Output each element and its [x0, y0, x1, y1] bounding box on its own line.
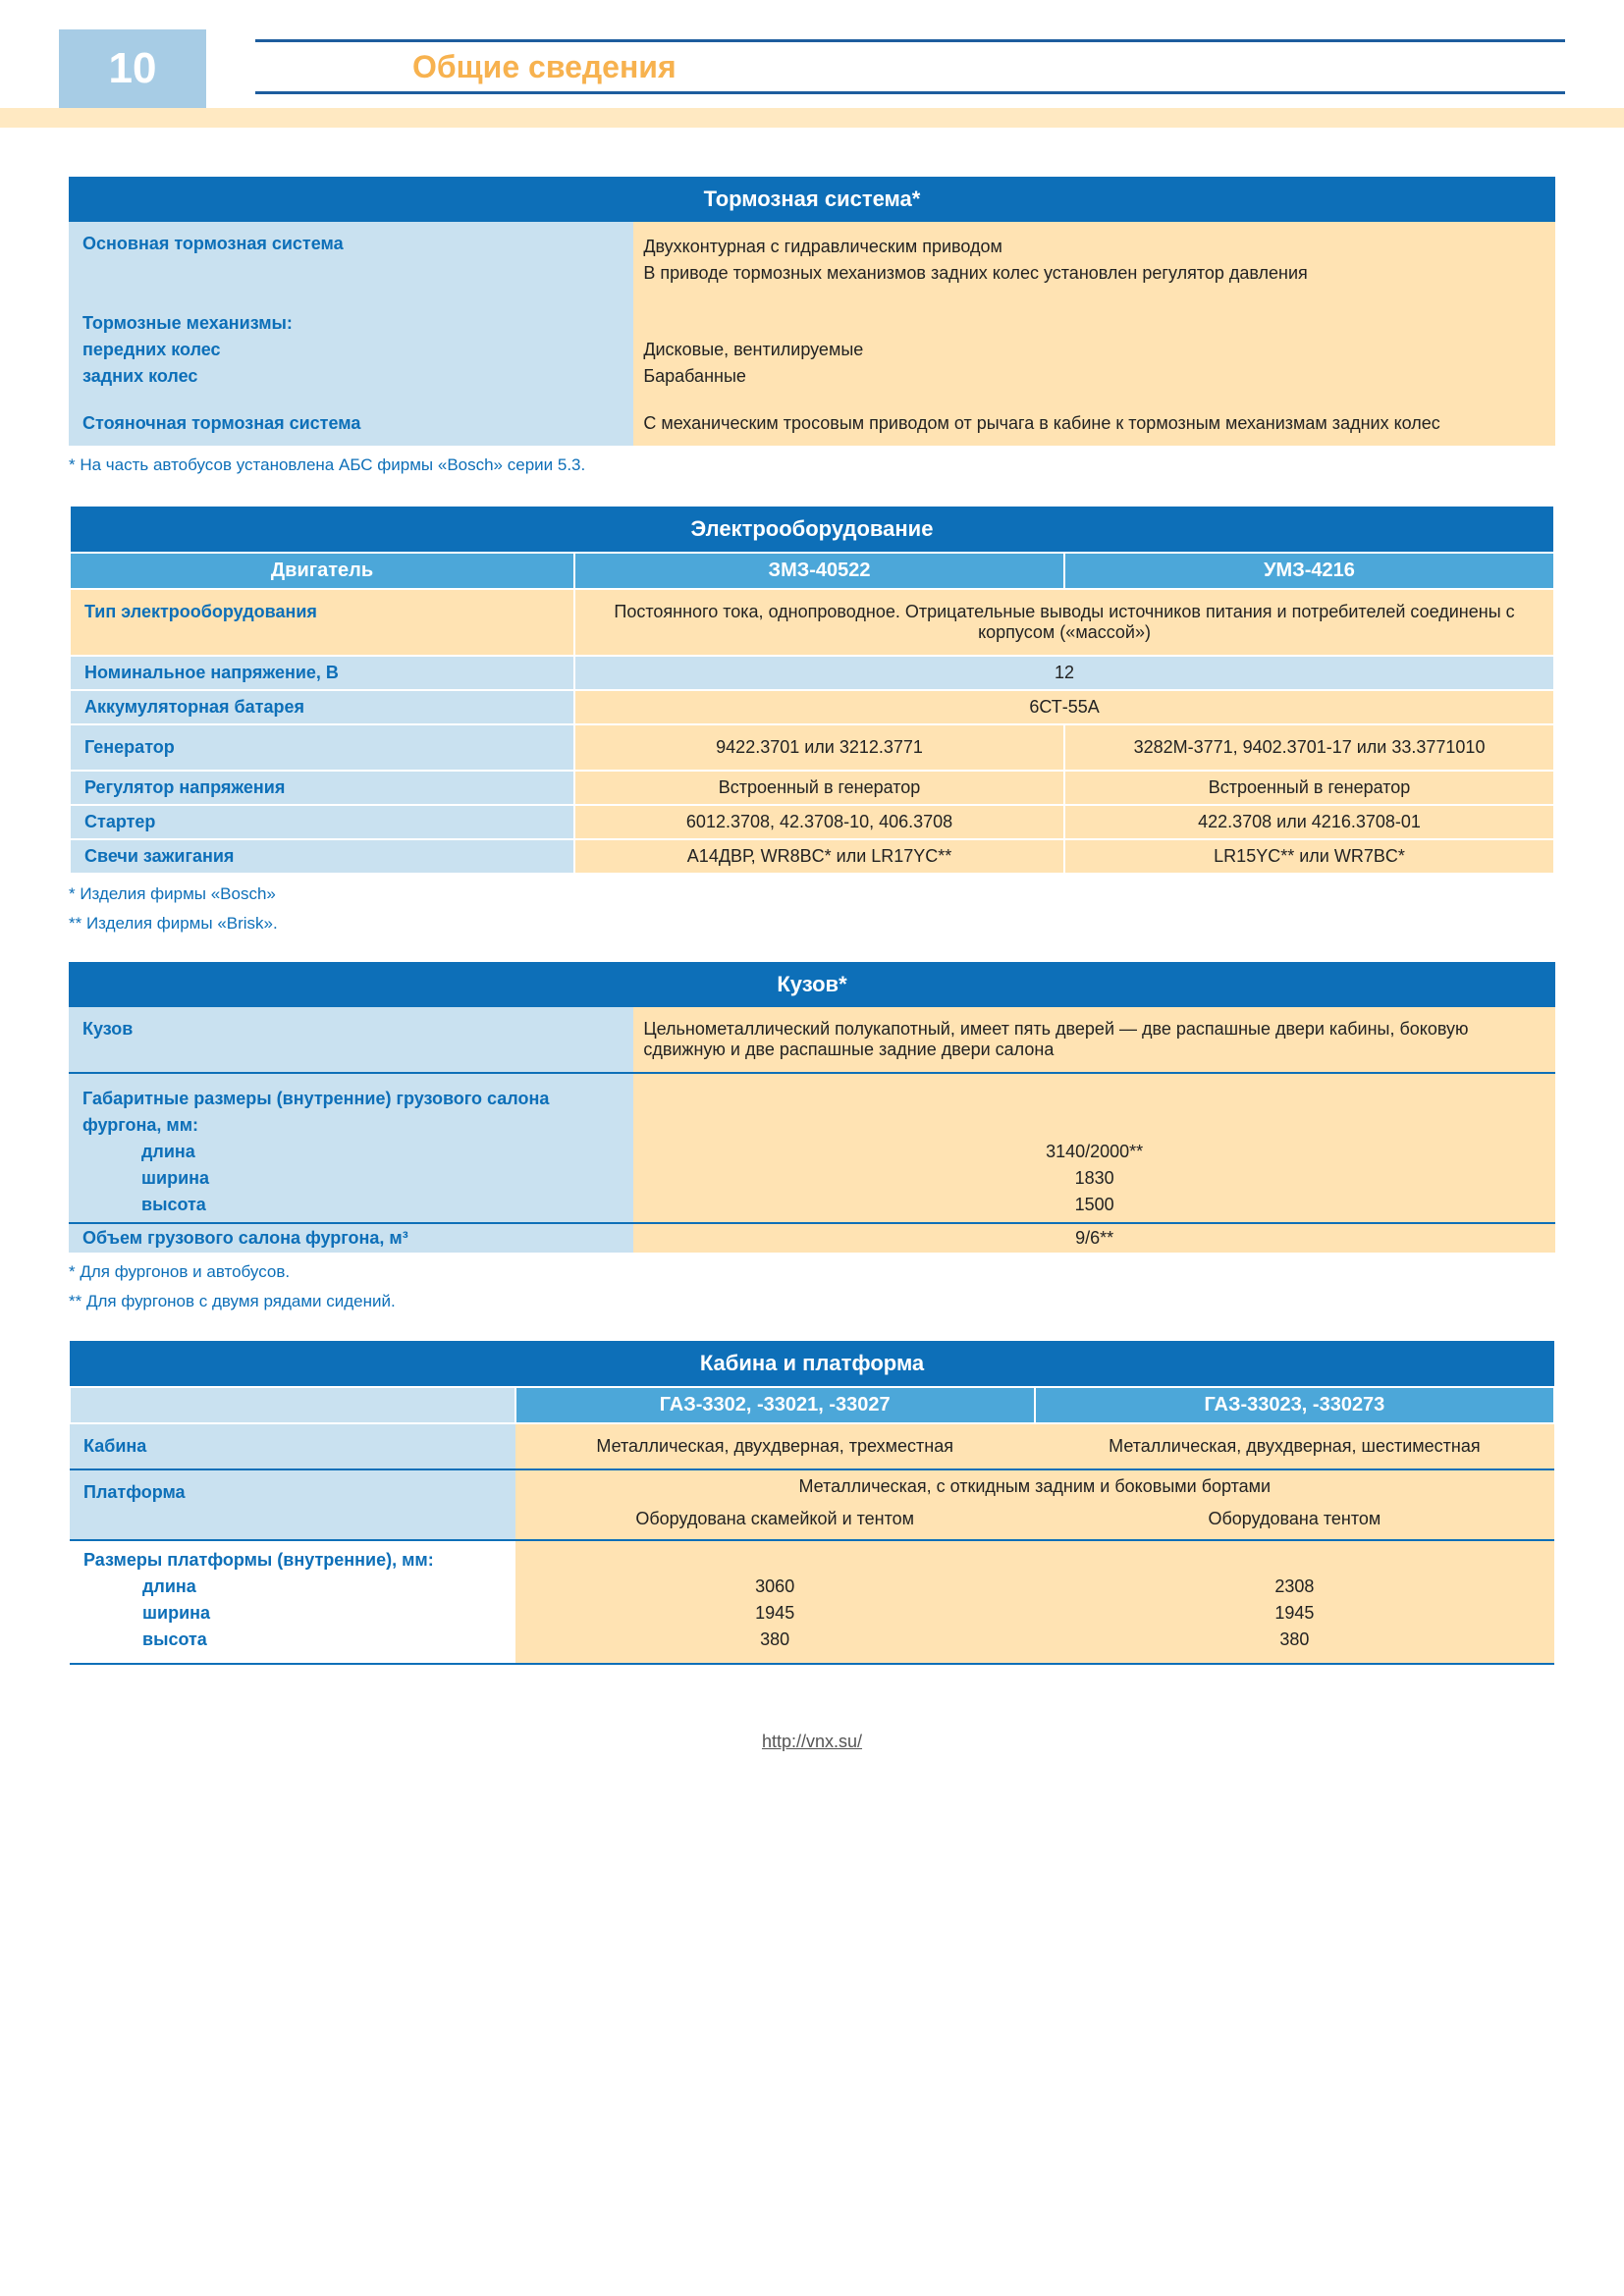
body-r3-label: Объем грузового салона фургона, м³	[69, 1223, 633, 1253]
brake-table: Тормозная система* Основная тормозная си…	[69, 177, 1555, 446]
cabin-r3-c2-v2: 1945	[1045, 1600, 1544, 1627]
electro-r4-v2: 3282М-3771, 9402.3701-17 или 33.3771010	[1064, 724, 1554, 771]
electro-col1: ЗМЗ-40522	[574, 553, 1064, 589]
cabin-r2-v2: Оборудована тентом	[1035, 1503, 1554, 1540]
cabin-r1-v2: Металлическая, двухдверная, шестиместная	[1035, 1423, 1554, 1469]
electro-r5-v2: Встроенный в генератор	[1064, 771, 1554, 805]
cabin-r2-v1: Оборудована скамейкой и тентом	[515, 1503, 1035, 1540]
body-r1-val: Цельнометаллический полукапотный, имеет …	[633, 1007, 1555, 1073]
brake-r2-label: Тормозные механизмы: передних колес задн…	[69, 298, 633, 401]
electro-r1-val: Постоянного тока, однопроводное. Отрицат…	[574, 589, 1554, 656]
body-r2-sub3: высота	[82, 1192, 623, 1218]
brake-r2-label-text: Тормозные механизмы: передних колес задн…	[82, 310, 623, 390]
brake-note: * На часть автобусов установлена АБС фир…	[69, 454, 1555, 477]
footer-link[interactable]: http://vnx.su/	[762, 1732, 862, 1751]
body-r2-vals: 3140/2000** 1830 1500	[633, 1073, 1555, 1223]
body-r2-label-main: Габаритные размеры (внутренние) грузовог…	[82, 1089, 549, 1135]
page-number-box: 10	[59, 29, 206, 108]
cabin-title: Кабина и платформа	[70, 1341, 1554, 1387]
electro-r4-label: Генератор	[70, 724, 574, 771]
electro-r2-label: Номинальное напряжение, В	[70, 656, 574, 690]
electro-r7-v1: А14ДВР, WR8BC* или LR17YC**	[574, 839, 1064, 874]
electro-r5-label: Регулятор напряжения	[70, 771, 574, 805]
cabin-r3-c1-v3: 380	[525, 1627, 1025, 1653]
page-header: 10 Общие сведения	[0, 0, 1624, 118]
electro-r4-v1: 9422.3701 или 3212.3771	[574, 724, 1064, 771]
electro-r6-v2: 422.3708 или 4216.3708-01	[1064, 805, 1554, 839]
header-accent-band	[0, 108, 1624, 128]
body-note1: * Для фургонов и автобусов.	[69, 1260, 1555, 1284]
electro-r6-v1: 6012.3708, 42.3708-10, 406.3708	[574, 805, 1064, 839]
brake-r2-val-text: Дисковые, вентилируемые Барабанные	[643, 337, 1545, 390]
electro-r1-label: Тип электрооборудования	[70, 589, 574, 656]
cabin-r3-c1-v1: 3060	[525, 1574, 1025, 1600]
body-r2-sub1: длина	[82, 1139, 623, 1165]
body-r2-v3: 1500	[643, 1192, 1545, 1218]
body-r3-val: 9/6**	[633, 1223, 1555, 1253]
electro-table: Электрооборудование Двигатель ЗМЗ-40522 …	[69, 505, 1555, 875]
cabin-r3-c2-v1: 2308	[1045, 1574, 1544, 1600]
cabin-r1-label: Кабина	[70, 1423, 515, 1469]
body-r2-v1: 3140/2000**	[643, 1139, 1545, 1165]
electro-title: Электрооборудование	[70, 506, 1554, 553]
brake-r1-val-text: Двухконтурная с гидравлическим приводом …	[643, 234, 1545, 287]
cabin-r3-label: Размеры платформы (внутренние), мм: длин…	[70, 1540, 515, 1664]
body-note2: ** Для фургонов с двумя рядами сидений.	[69, 1290, 1555, 1313]
electro-r5-v1: Встроенный в генератор	[574, 771, 1064, 805]
page-footer: http://vnx.su/	[0, 1712, 1624, 1791]
electro-r3-label: Аккумуляторная батарея	[70, 690, 574, 724]
section-title-bar: Общие сведения	[255, 39, 1565, 94]
electro-r2-val: 12	[574, 656, 1554, 690]
brake-r1-val: Двухконтурная с гидравлическим приводом …	[633, 222, 1555, 298]
brake-r3-val: С механическим тросовым приводом от рыча…	[633, 401, 1555, 446]
cabin-table: Кабина и платформа ГАЗ-3302, -33021, -33…	[69, 1341, 1555, 1665]
electro-r6-label: Стартер	[70, 805, 574, 839]
cabin-r3-sub3: высота	[83, 1627, 502, 1653]
cabin-r3-c2-v3: 380	[1045, 1627, 1544, 1653]
cabin-r3-c1: 3060 1945 380	[515, 1540, 1035, 1664]
cabin-r3-c1-v2: 1945	[525, 1600, 1025, 1627]
electro-r7-v2: LR15YC** или WR7BC*	[1064, 839, 1554, 874]
section-title: Общие сведения	[412, 49, 677, 85]
electro-r7-label: Свечи зажигания	[70, 839, 574, 874]
electro-note2: ** Изделия фирмы «Brisk».	[69, 912, 1555, 935]
cabin-r3-c2: 2308 1945 380	[1035, 1540, 1554, 1664]
electro-r3-val: 6СТ-55А	[574, 690, 1554, 724]
brake-r3-label: Стояночная тормозная система	[69, 401, 633, 446]
page-number: 10	[109, 44, 157, 93]
brake-r2-val: Дисковые, вентилируемые Барабанные	[633, 298, 1555, 401]
cabin-col1: ГАЗ-3302, -33021, -33027	[515, 1387, 1035, 1423]
cabin-r3-label-main: Размеры платформы (внутренние), мм:	[83, 1550, 434, 1570]
cabin-col2: ГАЗ-33023, -330273	[1035, 1387, 1554, 1423]
brake-r1-label: Основная тормозная система	[69, 222, 633, 298]
body-r2-sub2: ширина	[82, 1165, 623, 1192]
cabin-r1-v1: Металлическая, двухдверная, трехместная	[515, 1423, 1035, 1469]
cabin-r3-sub2: ширина	[83, 1600, 502, 1627]
electro-col0: Двигатель	[70, 553, 574, 589]
body-r2-label: Габаритные размеры (внутренние) грузовог…	[69, 1073, 633, 1223]
brake-title: Тормозная система*	[69, 177, 1555, 222]
body-table: Кузов* Кузов Цельнометаллический полукап…	[69, 962, 1555, 1253]
body-r1-label: Кузов	[69, 1007, 633, 1073]
cabin-r2-label: Платформа	[70, 1469, 515, 1540]
electro-note1: * Изделия фирмы «Bosch»	[69, 882, 1555, 906]
page-content: Тормозная система* Основная тормозная си…	[0, 137, 1624, 1712]
cabin-r3-sub1: длина	[83, 1574, 502, 1600]
body-title: Кузов*	[69, 962, 1555, 1007]
electro-col2: УМЗ-4216	[1064, 553, 1554, 589]
body-r2-v2: 1830	[643, 1165, 1545, 1192]
cabin-r2-span: Металлическая, с откидным задним и боков…	[515, 1469, 1554, 1503]
